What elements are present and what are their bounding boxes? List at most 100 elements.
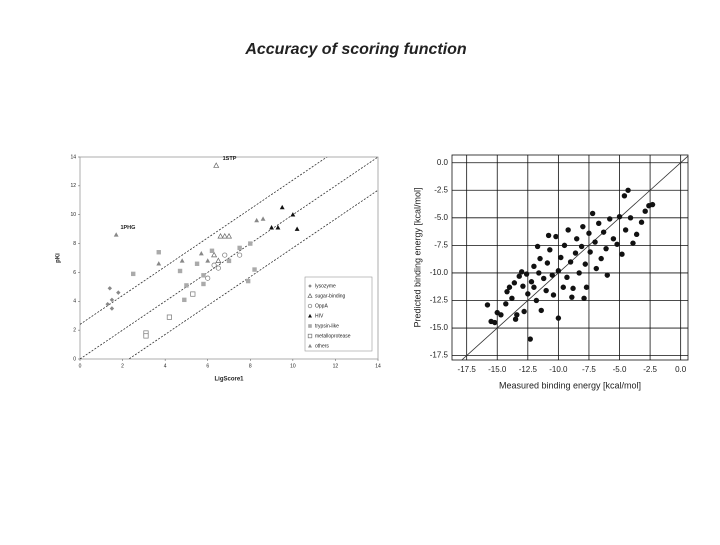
- legend-marker: [307, 303, 313, 309]
- x-tick-label: 6: [206, 363, 209, 369]
- y-axis-label: Predicted binding energy [kcal/mol]: [412, 187, 422, 327]
- point: [580, 223, 586, 230]
- point: [184, 283, 189, 288]
- point: [209, 248, 215, 253]
- x-tick-label: -7.5: [582, 365, 596, 374]
- y-tick-label: 0: [73, 356, 76, 362]
- point: [592, 239, 598, 245]
- annotation: 1STP: [223, 156, 237, 162]
- y-tick-label: -2.5: [434, 185, 448, 194]
- point: [113, 232, 119, 237]
- point: [561, 242, 568, 249]
- point: [649, 201, 656, 208]
- point: [621, 193, 628, 199]
- point: [610, 236, 617, 242]
- legend-label: others: [315, 343, 329, 349]
- point: [553, 233, 559, 240]
- point: [622, 227, 629, 233]
- legend-marker: [308, 343, 312, 348]
- point: [215, 257, 222, 263]
- point: [616, 214, 623, 220]
- point: [582, 261, 588, 267]
- x-tick-label: 14: [375, 363, 381, 369]
- point: [294, 226, 300, 231]
- point: [514, 312, 520, 318]
- legend-marker: [307, 293, 313, 298]
- legend-box: [304, 276, 373, 352]
- x-tick-label: 10: [290, 363, 296, 369]
- x-tick-label: 8: [249, 363, 252, 369]
- point: [586, 230, 592, 236]
- y-tick-label: -10.0: [430, 268, 449, 277]
- point: [578, 243, 585, 250]
- point: [498, 312, 504, 318]
- point: [484, 302, 491, 308]
- point: [107, 286, 112, 291]
- point: [574, 236, 580, 242]
- point: [544, 260, 551, 266]
- legend-marker: [308, 284, 312, 288]
- point: [536, 270, 542, 276]
- point: [518, 269, 525, 275]
- point: [279, 204, 285, 210]
- annotation: 1PHG: [120, 225, 135, 231]
- point: [509, 295, 515, 301]
- point: [237, 245, 242, 251]
- reference-line: [128, 189, 378, 359]
- x-tick-label: -10.0: [549, 365, 568, 374]
- point: [603, 245, 609, 252]
- point: [211, 262, 217, 268]
- point: [523, 271, 530, 277]
- y-tick-label: 12: [70, 183, 76, 189]
- legend-marker: [307, 333, 313, 339]
- point: [201, 273, 206, 278]
- legend-marker: [308, 313, 312, 318]
- point: [531, 284, 537, 290]
- point: [589, 210, 596, 217]
- chart: -17.5 -15.0 -12.5 -10.0 -7.5 -5.0 -2.5 0.0 -17.5…: [412, 154, 689, 390]
- reference-lines: [80, 157, 378, 359]
- point: [549, 272, 555, 278]
- point: [211, 251, 218, 258]
- x-axis-label: Measured binding energy [kcal/mol]: [499, 380, 641, 390]
- point: [226, 258, 232, 264]
- y-tick-label: 0.0: [437, 158, 449, 167]
- point: [254, 217, 260, 223]
- point: [512, 316, 519, 322]
- point: [642, 208, 648, 214]
- point: [213, 162, 220, 168]
- point: [547, 247, 553, 253]
- point: [565, 227, 571, 233]
- point: [607, 216, 613, 222]
- x-tick-label: -17.5: [458, 365, 477, 374]
- point: [541, 275, 547, 282]
- point: [215, 265, 221, 271]
- x-tick-label: -5.0: [613, 365, 627, 374]
- point: [521, 308, 527, 315]
- y-tick-label: 8: [73, 241, 76, 247]
- point: [516, 273, 522, 279]
- y-axis-label: pKi: [56, 253, 62, 263]
- point: [538, 307, 544, 314]
- point: [555, 268, 562, 274]
- point: [570, 285, 576, 292]
- point: [534, 243, 541, 250]
- y-tick-label: -12.5: [430, 296, 449, 305]
- point: [248, 241, 253, 246]
- point: [638, 219, 645, 225]
- point: [596, 220, 602, 227]
- y-tick-label: -5.0: [434, 213, 448, 222]
- point: [533, 297, 540, 304]
- y-tick-label: -7.5: [434, 240, 448, 249]
- point: [581, 295, 587, 301]
- x-tick-label: -12.5: [519, 365, 538, 374]
- point: [105, 301, 110, 307]
- legend-label: HIV: [315, 313, 324, 319]
- y-tick-label: -15.0: [430, 323, 449, 332]
- point: [252, 267, 257, 272]
- point: [221, 232, 228, 239]
- x-tick-label: 2: [121, 363, 124, 369]
- x-tick-label: 0.0: [675, 365, 687, 374]
- point: [116, 290, 121, 295]
